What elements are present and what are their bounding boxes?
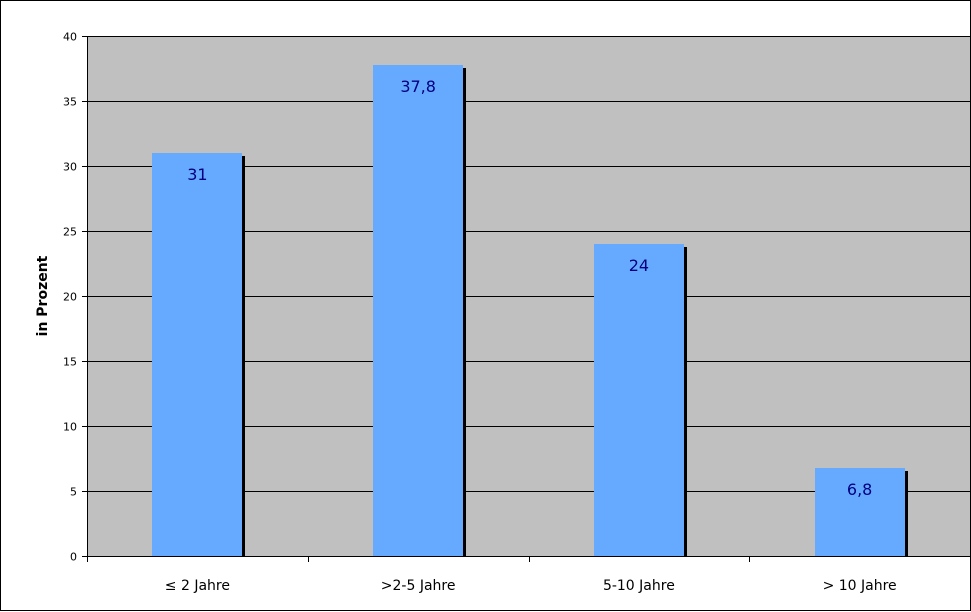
bar xyxy=(152,153,242,556)
category-label: ≤ 2 Jahre xyxy=(165,578,230,594)
labels: 0 5 10 15 20 25 30 35 40 31 ≤ 2 Jahre 37,8 >2-5 Jahr… xyxy=(63,31,897,595)
y-tick-label: 10 xyxy=(63,421,77,434)
y-tick-label: 35 xyxy=(63,96,77,109)
y-tick-label: 40 xyxy=(63,31,77,44)
y-tick-label: 20 xyxy=(63,291,77,304)
bars xyxy=(152,65,908,556)
data-label: 37,8 xyxy=(400,77,436,96)
y-tick-label: 30 xyxy=(63,161,77,174)
y-tick-label: 25 xyxy=(63,226,77,239)
bar xyxy=(373,65,463,556)
category-label: > 10 Jahre xyxy=(823,578,897,594)
y-tick-label: 5 xyxy=(70,486,77,499)
data-label: 24 xyxy=(629,256,649,275)
bar xyxy=(594,244,684,556)
bar xyxy=(815,468,905,556)
data-label: 6,8 xyxy=(847,480,872,499)
y-tick-label: 15 xyxy=(63,356,77,369)
category-label: >2-5 Jahre xyxy=(381,578,456,594)
y-tick-label: 0 xyxy=(70,551,77,564)
category-label: 5-10 Jahre xyxy=(603,578,675,594)
y-axis-title: in Prozent xyxy=(35,255,51,336)
data-label: 31 xyxy=(187,165,207,184)
